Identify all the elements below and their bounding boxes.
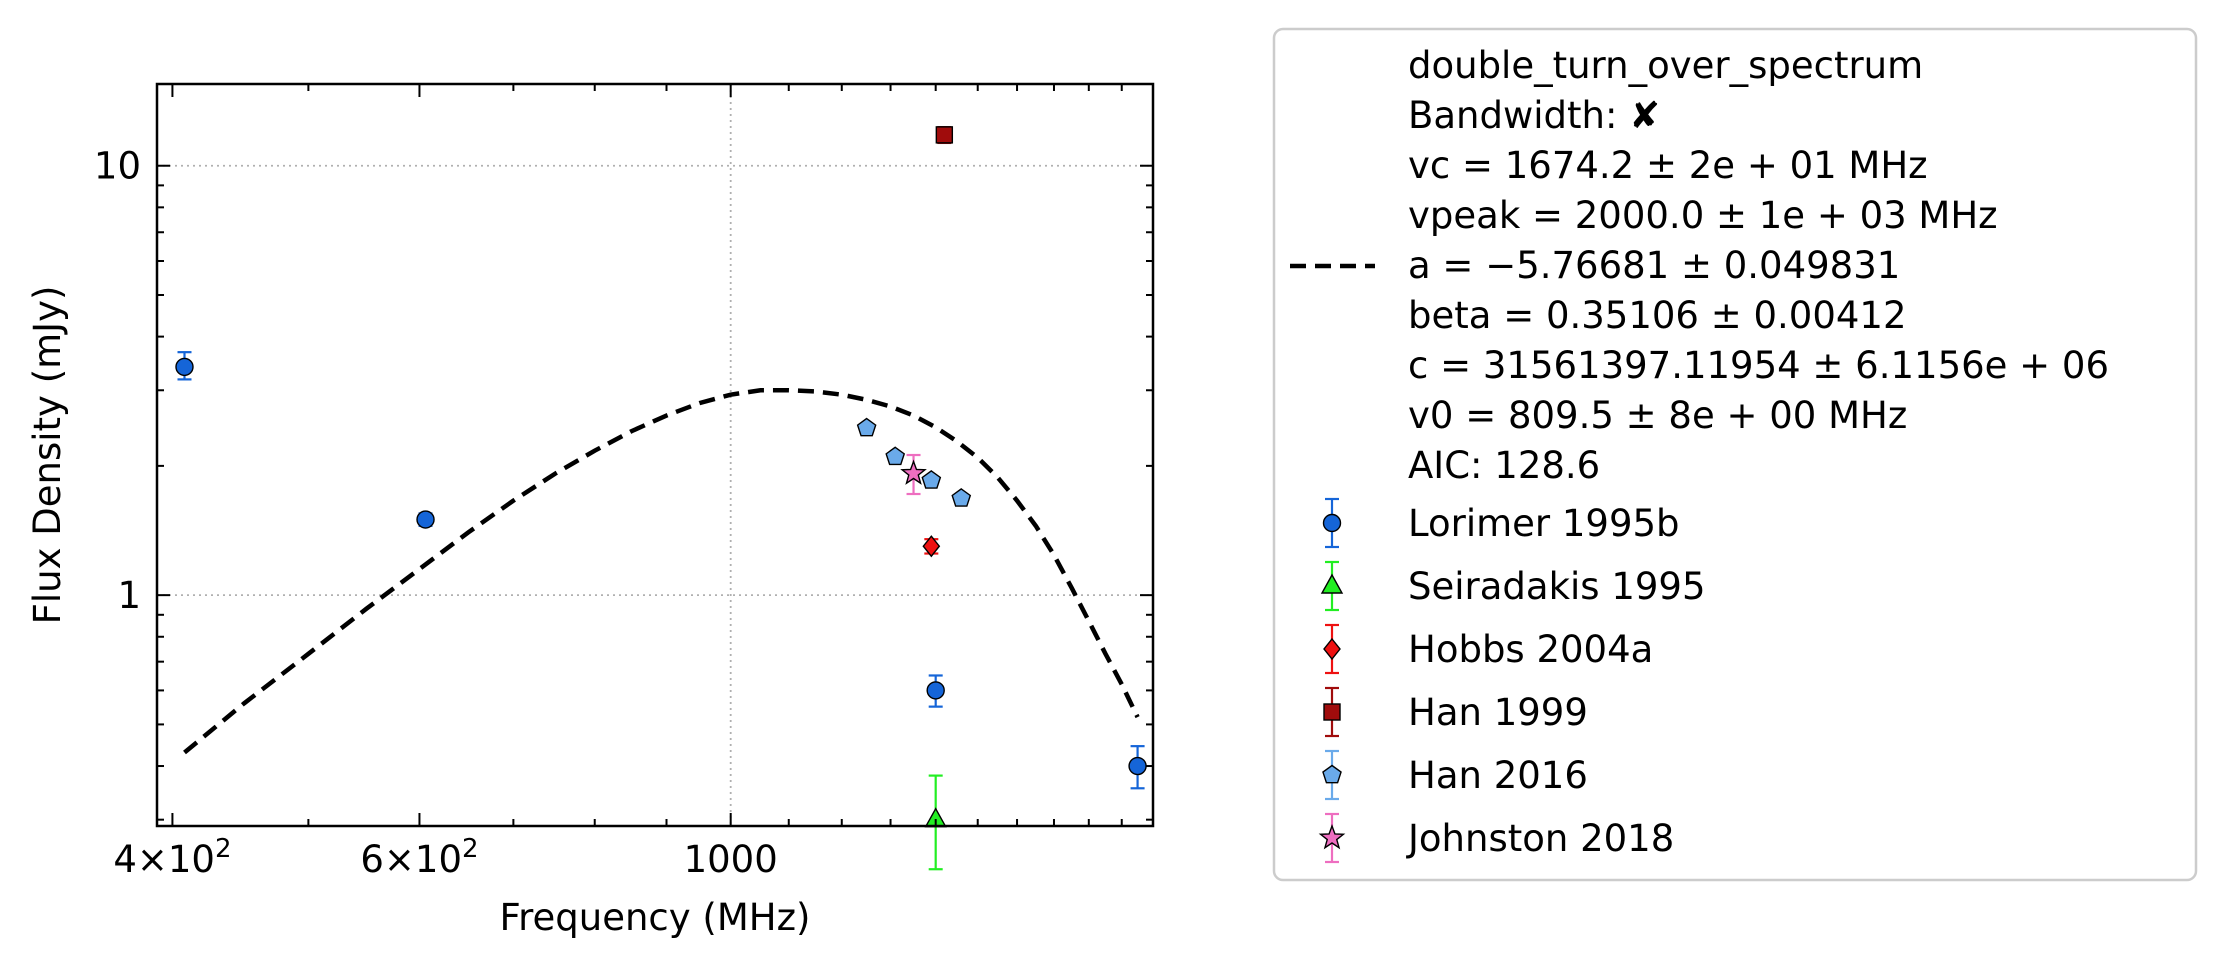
legend-marker [1322,764,1342,784]
data-points [175,126,1147,871]
plot-frame [155,82,1155,828]
data-point [856,417,877,437]
legend-fit-text: double_turn_over_spectrum Bandwidth: ✘ vc … [1408,44,2109,487]
legend-fit-line-3: vpeak = 2000.0 ± 1e + 03 MHz [1408,194,1998,237]
series-5 [900,453,927,496]
data-point [175,357,194,377]
data-point [951,488,972,507]
data-point [921,470,942,489]
y-tick-label: 10 [94,145,141,188]
legend-fit-line-2: vc = 1674.2 ± 2e + 01 MHz [1408,144,1928,187]
legend-entry-3: Han 1999 [1323,686,1588,738]
legend-label: Lorimer 1995b [1408,502,1680,545]
tick-labels: 4×102 6×102 1000 1 10 [94,145,778,881]
x-tick-label: 6×102 [360,834,478,881]
fit-curve [183,388,1140,755]
legend-marker [1318,823,1346,850]
legend-entry-2: Hobbs 2004a [1323,623,1653,675]
series-2 [922,535,941,558]
data-point [885,446,906,466]
legend-fit-line-4: a = −5.76681 ± 0.049831 [1408,244,1900,287]
legend-fit-line-7: v0 = 809.5 ± 8e + 00 MHz [1408,394,1907,437]
legend-marker [1322,513,1342,533]
legend-label: Johnston 2018 [1406,817,1674,860]
legend-entry-5: Johnston 2018 [1318,812,1674,864]
y-axis-label: Flux Density (mJy) [26,286,69,625]
legend-label: Seiradakis 1995 [1408,565,1705,608]
data-point [935,126,954,144]
legend-fit-line-8: AIC: 128.6 [1408,444,1600,487]
x-tick-label: 4×102 [113,834,231,881]
legend-marker [1320,573,1344,594]
x-axis-label: Frequency (MHz) [500,896,811,939]
data-point [900,459,927,485]
data-point [926,681,945,700]
y-tick-label: 1 [117,574,141,617]
legend-label: Hobbs 2004a [1408,628,1653,671]
data-point [1128,756,1147,776]
legend-fit-line-5: beta = 0.35106 ± 0.00412 [1408,294,1907,337]
legend-series: Lorimer 1995b Seiradakis 1995 Hobbs 2004a H… [1318,497,1705,864]
legend-marker [1323,637,1341,661]
data-point [922,535,941,558]
data-point [416,510,435,529]
grid-lines [157,84,1153,826]
axis-ticks [157,84,1154,826]
series-4 [856,417,972,507]
legend-box [1272,27,2198,882]
x-tick-label: 1000 [684,838,778,881]
legend-entry-4: Han 2016 [1322,749,1588,801]
series-3 [935,126,954,145]
legend-entry-1: Seiradakis 1995 [1320,560,1705,612]
series-0 [175,351,1147,790]
legend: double_turn_over_spectrum Bandwidth: ✘ vc … [1272,27,2198,882]
legend-label: Han 1999 [1408,691,1588,734]
legend-label: Han 2016 [1408,754,1588,797]
legend-entry-0: Lorimer 1995b [1322,497,1680,549]
fit-line [183,388,1140,755]
legend-marker [1323,703,1341,721]
legend-fit-line-0: double_turn_over_spectrum [1408,44,1923,87]
legend-fit-line-1: Bandwidth: ✘ [1408,94,1660,137]
legend-fit-line-6: c = 31561397.11954 ± 6.1156e + 06 [1408,344,2109,387]
